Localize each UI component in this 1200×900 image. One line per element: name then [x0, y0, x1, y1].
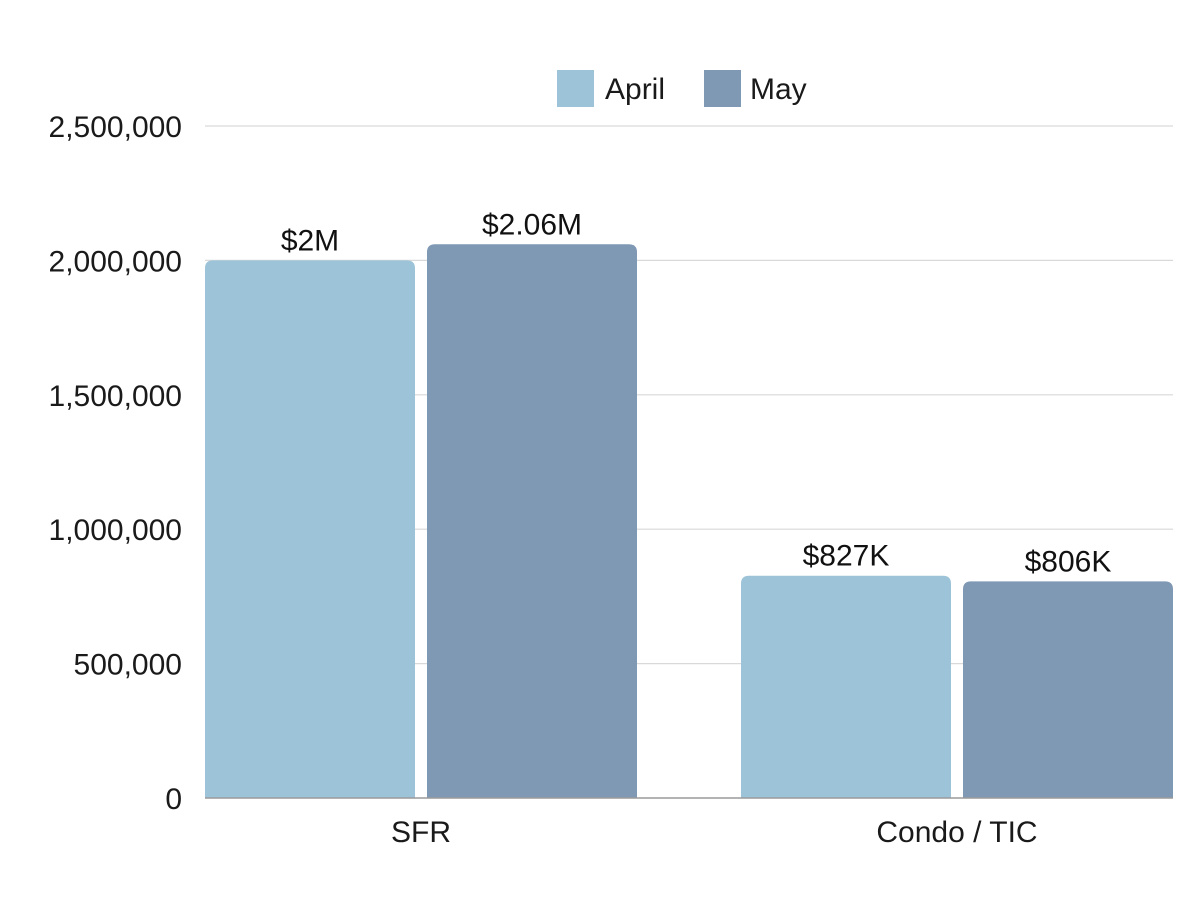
data-label: $2.06M — [482, 208, 582, 241]
x-tick-label: Condo / TIC — [876, 816, 1037, 849]
legend-swatch-april — [557, 70, 594, 107]
data-label: $2M — [281, 224, 339, 257]
y-tick-label: 0 — [165, 783, 182, 816]
data-label: $806K — [1025, 545, 1112, 578]
legend[interactable]: April May — [557, 70, 807, 107]
legend-swatch-may — [704, 70, 741, 107]
bars — [205, 244, 1173, 799]
legend-label-may: May — [750, 73, 807, 106]
legend-item-april[interactable]: April — [557, 70, 665, 107]
y-axis-tick-labels: 0 500,000 1,000,000 1,500,000 2,000,000 2,500… — [49, 111, 182, 816]
bar-april-condo-tic[interactable] — [741, 575, 951, 798]
y-tick-label: 1,500,000 — [49, 380, 182, 413]
bar-april-sfr[interactable] — [205, 260, 415, 798]
data-label: $827K — [803, 540, 890, 573]
y-tick-label: 2,500,000 — [49, 111, 182, 144]
y-tick-label: 1,000,000 — [49, 514, 182, 547]
y-tick-label: 2,000,000 — [49, 245, 182, 278]
y-tick-label: 500,000 — [74, 649, 182, 682]
legend-label-april: April — [605, 73, 665, 106]
x-axis-category-labels: SFR Condo / TIC — [391, 816, 1038, 849]
bar-may-sfr[interactable] — [427, 244, 637, 799]
data-labels: $2M $2.06M $827K $806K — [281, 208, 1112, 578]
bar-may-condo-tic[interactable] — [963, 581, 1173, 798]
legend-item-may[interactable]: May — [704, 70, 807, 107]
x-tick-label: SFR — [391, 816, 451, 849]
